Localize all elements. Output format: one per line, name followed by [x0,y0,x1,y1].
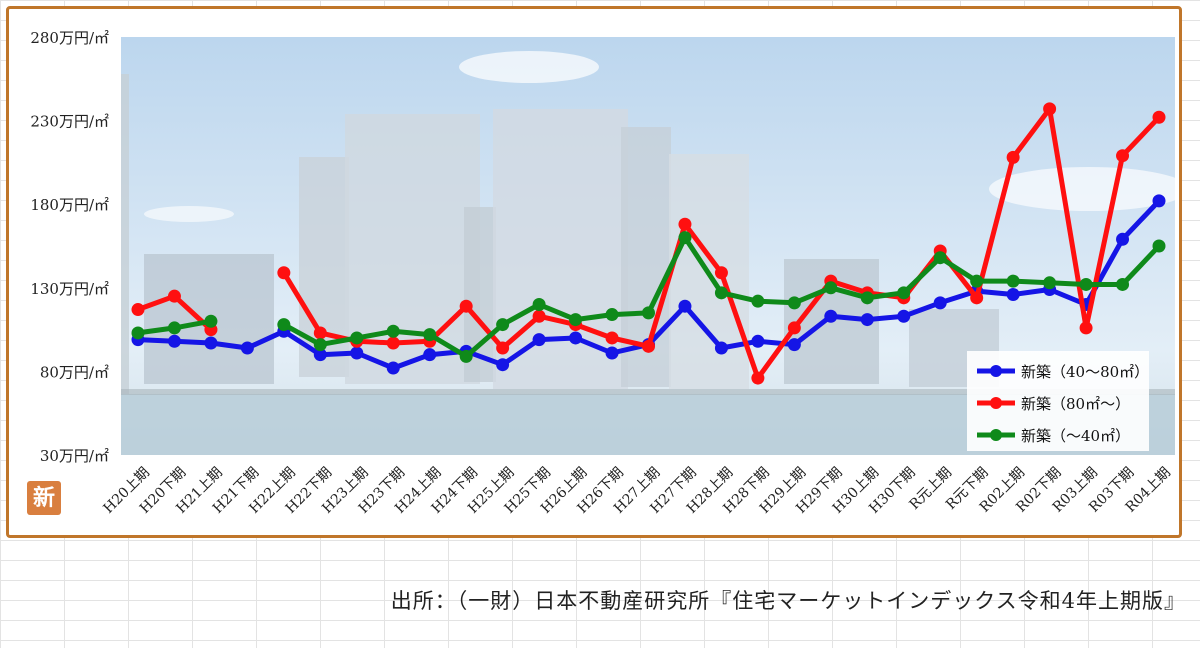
y-tick-label: 80万円/㎡ [40,363,109,381]
data-point [386,361,400,375]
legend-item: 新築（40～80㎡） [977,363,1149,381]
data-point [569,313,583,327]
data-point [678,299,692,313]
data-point [277,266,291,280]
data-point [678,217,692,231]
data-point [496,318,510,332]
data-point [1116,277,1130,291]
data-point [787,321,801,335]
data-point [313,338,327,352]
data-point [897,286,911,300]
data-point [1079,321,1093,335]
legend-label: 新築（40～80㎡） [1021,363,1149,381]
data-point [714,266,728,280]
data-point [131,326,145,340]
y-tick-label: 130万円/㎡ [30,280,109,298]
data-point [167,321,181,335]
data-point [1043,102,1057,116]
chart-frame: 30万円/㎡ 80万円/㎡ 130万円/㎡ 180万円/㎡ 230万円/㎡ 280万円/㎡… [6,6,1182,538]
data-point [204,314,218,328]
data-point [1006,287,1020,301]
data-point [313,348,327,362]
data-point [824,309,838,323]
data-point [423,348,437,362]
data-point [204,336,218,350]
data-point [860,291,874,305]
data-point [496,341,510,355]
data-point [787,338,801,352]
data-point [240,341,254,355]
data-point [933,296,947,310]
data-point [751,371,765,385]
source-note: 出所：（一財）日本不動産研究所『住宅マーケットインデックス令和4年上期版』 [390,589,1186,613]
data-point [1152,239,1166,253]
data-point [1152,110,1166,124]
data-point [1043,276,1057,290]
data-point [459,349,473,363]
legend: 新築（40～80㎡） 新築（80㎡～） 新築（～40㎡） [967,351,1149,451]
data-point [496,358,510,372]
data-point [1116,149,1130,163]
data-point [751,334,765,348]
data-point [970,291,984,305]
data-point [386,324,400,338]
y-tick-label: 30万円/㎡ [40,447,109,465]
data-point [350,346,364,360]
series-1 [131,194,1166,375]
data-point [605,308,619,322]
data-point [1152,194,1166,208]
data-point [714,341,728,355]
data-point [569,331,583,345]
series-layer [131,102,1166,385]
data-point [167,334,181,348]
data-point [459,299,473,313]
data-point [532,298,546,312]
data-point [167,289,181,303]
data-point [1006,150,1020,164]
legend-label: 新築（～40㎡） [1021,427,1130,445]
legend-label: 新築（80㎡～） [1021,395,1130,413]
legend-swatch-marker [990,397,1002,409]
data-point [605,331,619,345]
data-point [386,336,400,350]
data-point [277,318,291,332]
data-point [350,331,364,345]
data-point [714,286,728,300]
y-tick-label: 180万円/㎡ [30,196,109,214]
data-point [642,339,655,353]
series-3 [131,231,1166,363]
legend-item: 新築（80㎡～） [977,395,1130,413]
data-point [897,309,911,323]
data-point [860,313,874,327]
data-point [751,294,765,308]
data-point [787,296,801,310]
data-point [933,251,947,265]
data-point [1006,274,1020,288]
y-tick-label: 230万円/㎡ [30,113,109,131]
data-point [423,328,437,342]
data-point [313,326,327,340]
data-point [824,281,838,295]
data-point [642,306,655,320]
data-point [1079,277,1093,291]
line-chart: 30万円/㎡ 80万円/㎡ 130万円/㎡ 180万円/㎡ 230万円/㎡ 280万円/㎡… [30,29,1179,517]
data-point [532,309,546,323]
legend-item: 新築（～40㎡） [977,427,1130,445]
new-badge-icon: 新 [27,481,61,515]
legend-swatch-marker [990,365,1002,377]
data-point [532,333,546,347]
data-point [605,346,619,360]
legend-swatch-marker [990,429,1002,441]
data-point [1116,232,1130,246]
data-point [678,231,692,245]
data-point [131,303,145,317]
data-point [970,274,984,288]
y-tick-label: 280万円/㎡ [30,29,109,47]
